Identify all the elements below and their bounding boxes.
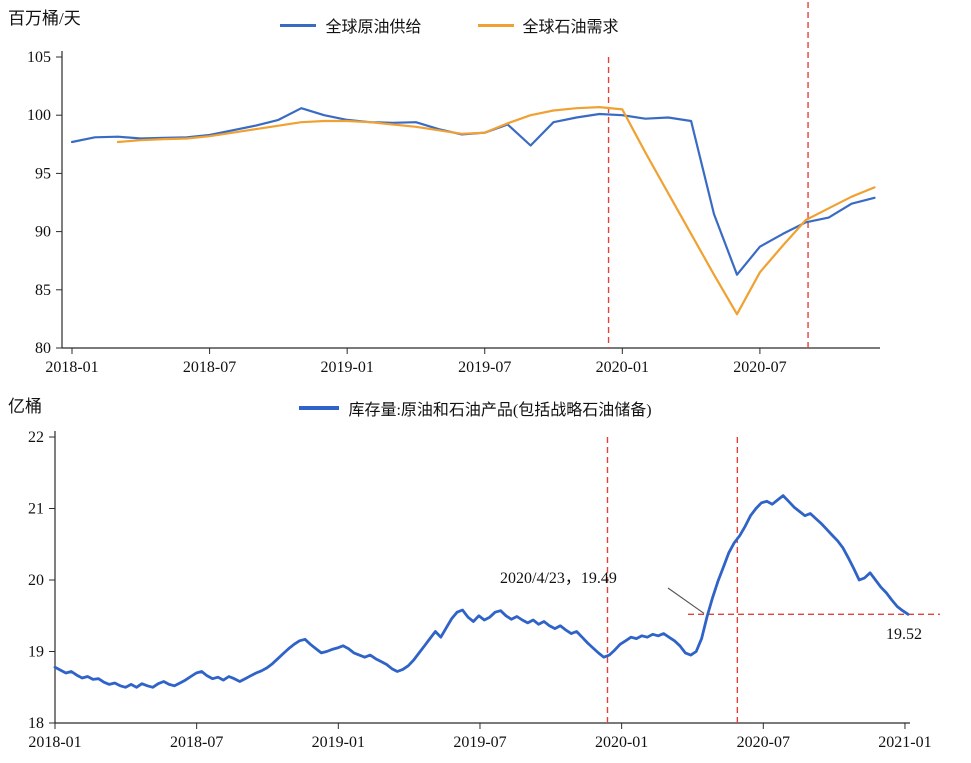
inventory-line-swatch-icon	[299, 406, 340, 410]
svg-text:20: 20	[28, 572, 44, 589]
svg-text:18: 18	[28, 715, 44, 732]
svg-text:2020-07: 2020-07	[737, 734, 790, 751]
svg-text:100: 100	[27, 107, 51, 124]
svg-text:2020-01: 2020-01	[595, 734, 648, 751]
bottom-chart-unit-label: 亿桶	[8, 397, 42, 416]
top-chart-unit-label: 百万桶/天	[8, 9, 81, 28]
svg-text:19: 19	[28, 644, 44, 661]
svg-text:2019-07: 2019-07	[453, 734, 506, 751]
bottom-chart-legend: 库存量:原油和石油产品(包括战略石油储备)	[0, 396, 971, 420]
svg-text:2021-01: 2021-01	[878, 734, 931, 751]
svg-text:2018-01: 2018-01	[45, 359, 98, 376]
svg-text:22: 22	[28, 429, 44, 446]
legend-item-inventory: 库存量:原油和石油产品(包括战略石油储备)	[299, 396, 652, 420]
svg-text:2018-07: 2018-07	[183, 359, 236, 376]
svg-text:105: 105	[27, 49, 51, 66]
legend-item-demand: 全球石油需求	[477, 13, 619, 37]
svg-text:21: 21	[28, 501, 44, 518]
svg-text:2018-07: 2018-07	[170, 734, 223, 751]
legend-label-inventory: 库存量:原油和石油产品(包括战略石油储备)	[348, 402, 652, 419]
svg-text:2019-01: 2019-01	[312, 734, 365, 751]
svg-text:2018-01: 2018-01	[28, 734, 81, 751]
svg-text:2019-01: 2019-01	[320, 359, 373, 376]
top-chart-legend: 全球原油供给 全球石油需求	[0, 13, 971, 37]
inventory-annotation-label: 2020/4/23，19.49	[500, 570, 617, 587]
svg-text:95: 95	[35, 165, 51, 182]
svg-text:90: 90	[35, 224, 51, 241]
legend-label-demand: 全球石油需求	[522, 19, 619, 36]
demand-line-swatch-icon	[477, 23, 514, 27]
svg-text:2020-07: 2020-07	[733, 359, 786, 376]
svg-text:80: 80	[35, 340, 51, 357]
hline-value-label: 19.52	[886, 626, 922, 643]
svg-text:2020-01: 2020-01	[596, 359, 649, 376]
supply-line-swatch-icon	[280, 23, 317, 27]
svg-text:2019-07: 2019-07	[458, 359, 511, 376]
legend-item-supply: 全球原油供给	[280, 13, 422, 37]
legend-label-supply: 全球原油供给	[325, 19, 422, 36]
svg-text:85: 85	[35, 282, 51, 299]
